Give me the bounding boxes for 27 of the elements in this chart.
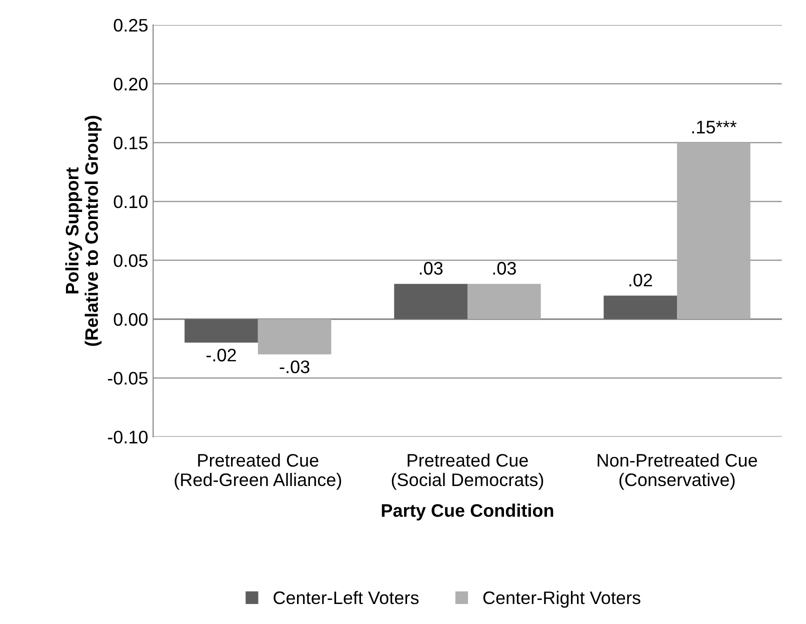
data-label: .02: [629, 274, 652, 286]
y-tick-label: 0.20: [114, 78, 148, 91]
legend-label: Center-Right Voters: [483, 590, 640, 608]
data-label: -.03: [280, 360, 310, 374]
y-tick-label: 0.25: [114, 18, 148, 32]
bar: [604, 296, 678, 320]
bar: [677, 142, 750, 320]
x-axis-title: Party Cue Condition: [382, 504, 554, 520]
y-tick-label: 0.10: [114, 195, 148, 208]
y-tick-label: -0.05: [108, 372, 148, 385]
y-tick-label: 0.00: [114, 313, 148, 326]
bar: [467, 284, 541, 320]
y-tick-label: 0.05: [114, 254, 148, 268]
bar: [258, 319, 332, 354]
x-tick-label: Non-Pretreated Cue (Conservative): [598, 453, 758, 490]
y-tick-label: -0.10: [108, 430, 148, 444]
x-tick-label: Pretreated Cue (Social Democrats): [392, 453, 544, 490]
legend-label: Center-Left Voters: [274, 590, 419, 604]
bar: [394, 284, 468, 320]
y-axis-title: Policy Support (Relative to Control Group): [65, 116, 102, 346]
bar: [184, 319, 258, 343]
x-tick-label: Pretreated Cue (Red-Green Alliance): [174, 453, 342, 490]
y-tick-label: 0.15: [114, 136, 148, 150]
data-label: .03: [493, 262, 516, 275]
data-label: -.02: [206, 348, 236, 362]
data-label: .03: [420, 262, 443, 275]
data-label: .15***: [692, 120, 737, 134]
